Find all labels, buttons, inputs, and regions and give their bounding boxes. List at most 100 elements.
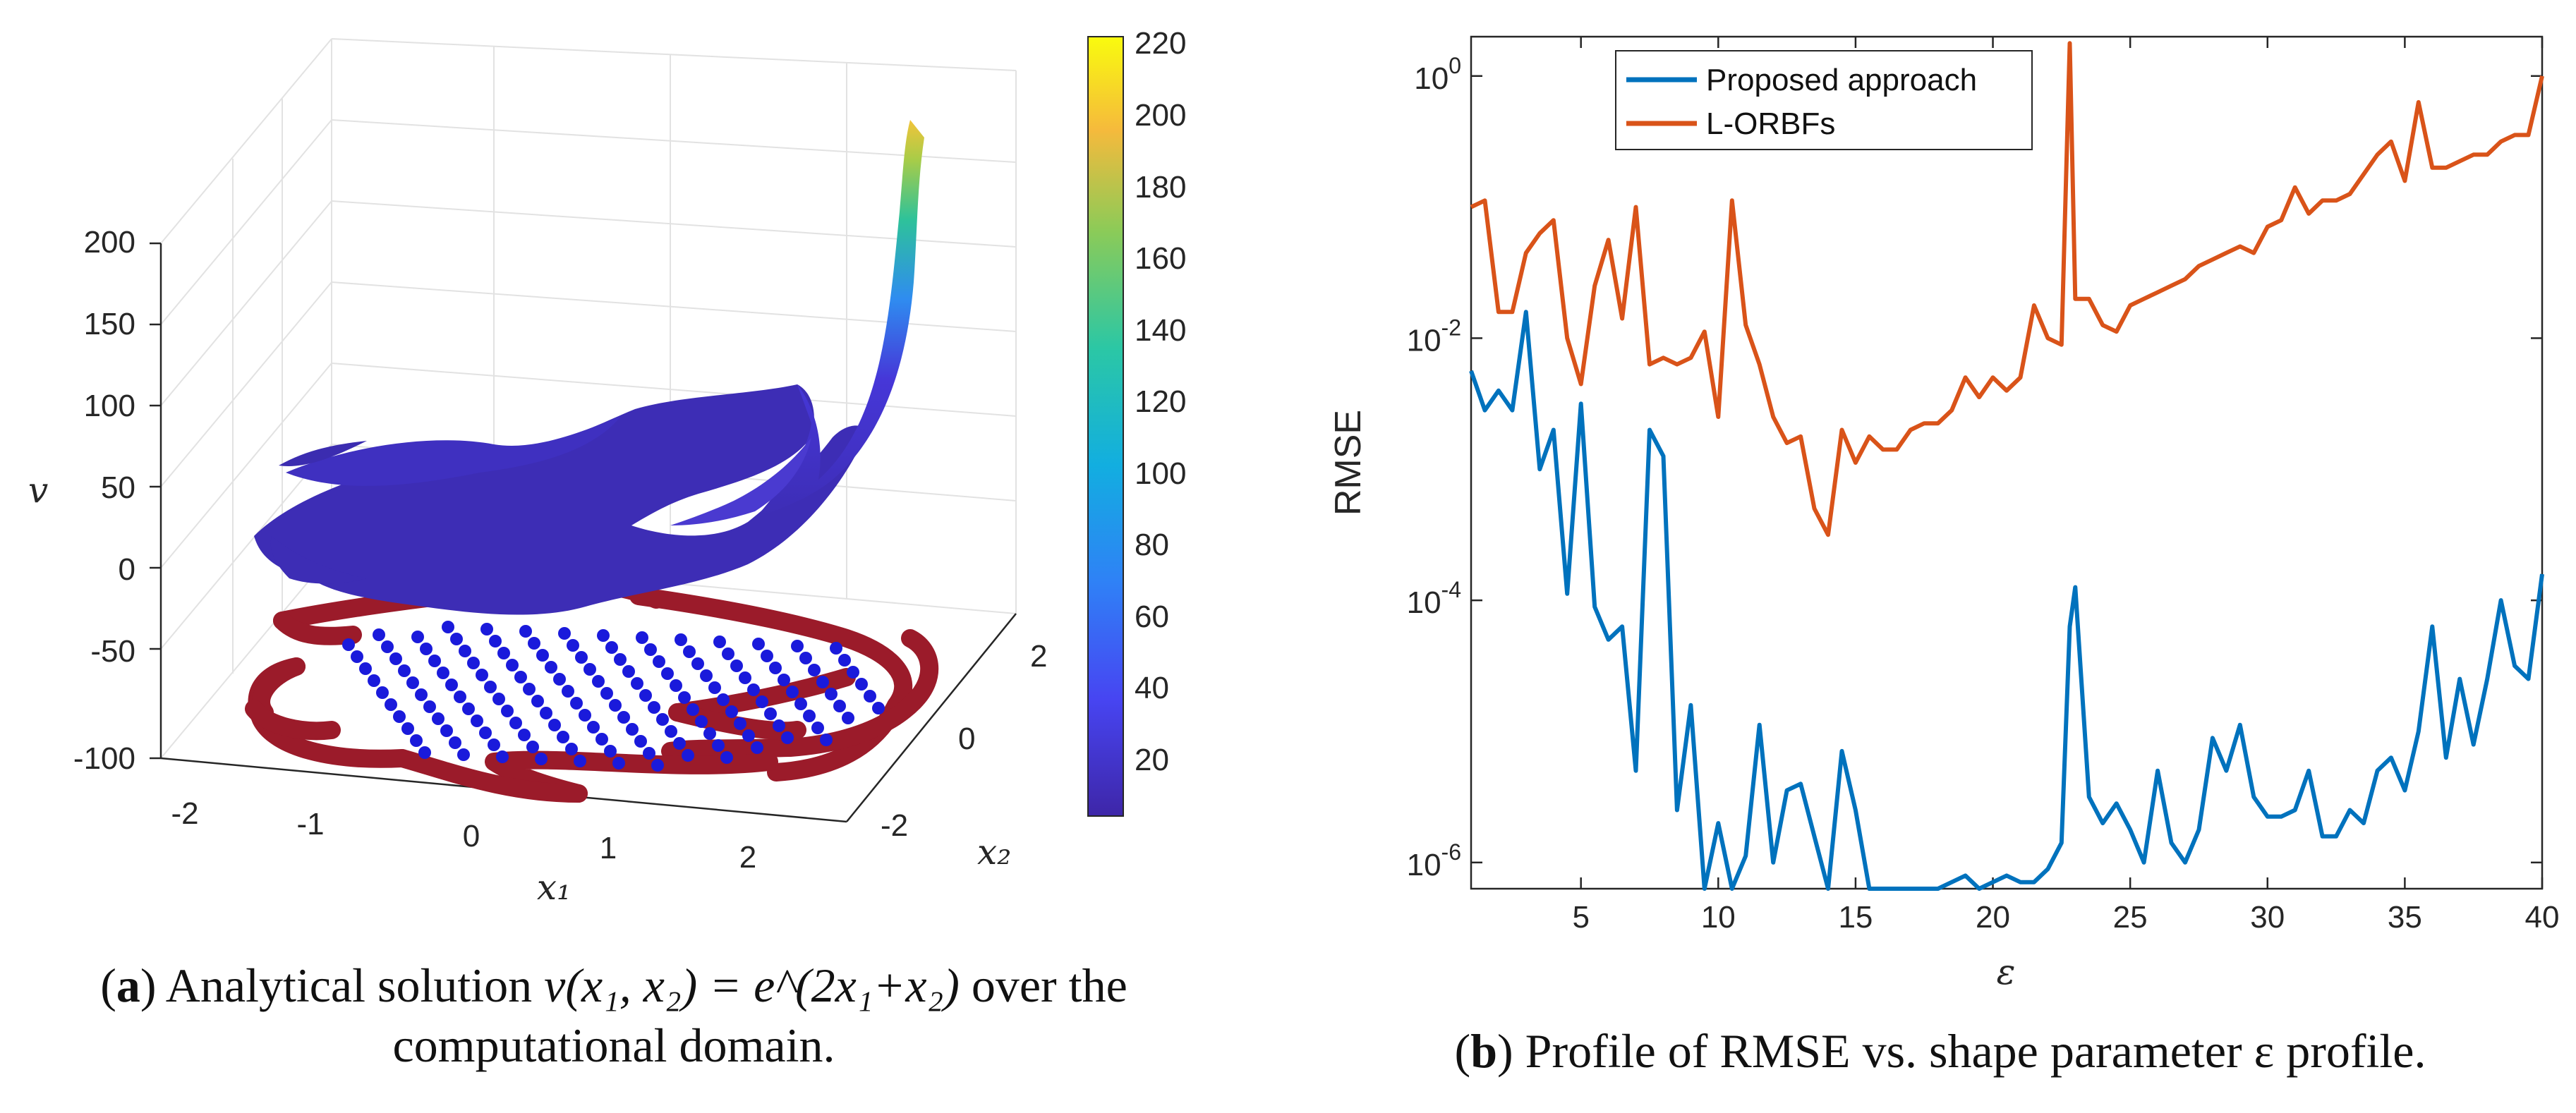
interior-point [747, 683, 760, 696]
interior-point [359, 662, 372, 675]
interior-point [605, 641, 618, 654]
interior-point [497, 647, 510, 659]
interior-point [440, 724, 453, 737]
interior-point [373, 628, 385, 641]
interior-point [830, 642, 842, 655]
x-tick-label: 40 [2525, 900, 2560, 935]
interior-point [450, 633, 463, 645]
y-tick: 10-4 [1407, 577, 2542, 620]
interior-point [488, 738, 500, 751]
caption-a-text-pre: Analytical solution [165, 959, 545, 1012]
x-tick: 35 [2388, 37, 2422, 935]
x-tick: 10 [1701, 37, 1736, 935]
interior-point [376, 686, 389, 699]
legend-box [1615, 50, 2033, 150]
interior-point [617, 711, 630, 724]
interior-point [639, 689, 652, 702]
colorbar-tick: 220 [1135, 26, 1186, 61]
caption-b-text: Profile of RMSE vs. shape parameter ε pr… [1525, 1024, 2426, 1078]
interior-point [678, 691, 691, 704]
colorbar-tick-labels: 220 200 180 160 140 120 100 80 60 40 20 [1135, 26, 1186, 777]
interior-point [428, 655, 441, 667]
interior-point [480, 623, 493, 635]
y-tick-label: 10-4 [1407, 577, 1461, 620]
interior-point [612, 757, 625, 770]
caption-a: (a) Analytical solution v(x₁, x₂) = e^(2… [100, 959, 1127, 1072]
x-tick: 1 [600, 831, 617, 865]
interior-point [665, 725, 677, 738]
colorbar-tick: 60 [1135, 600, 1169, 634]
interior-point [643, 747, 655, 760]
interior-point [484, 681, 497, 693]
interior-point [351, 650, 363, 663]
series-line-proposed-approach [1469, 310, 2544, 891]
interior-point [847, 666, 859, 679]
interior-point [864, 690, 876, 703]
interior-point [423, 700, 436, 713]
interior-point [526, 741, 539, 753]
caption-b-label: b [1470, 1024, 1498, 1078]
interior-point [752, 638, 765, 650]
interior-point [562, 685, 574, 698]
interior-point [734, 717, 746, 730]
interior-point [872, 702, 885, 714]
interior-point [833, 700, 846, 712]
colorbar-tick: 180 [1135, 170, 1186, 205]
interior-point [634, 735, 647, 748]
interior-point [415, 688, 428, 701]
interior-point [385, 698, 397, 711]
interior-point [661, 667, 674, 680]
interior-point [808, 664, 821, 676]
x-axis-label: x₁ [537, 867, 571, 908]
colorbar-tick: 160 [1135, 241, 1186, 276]
x-tick: 0 [463, 819, 480, 853]
y-tick: 2 [1030, 639, 1047, 674]
interior-point [651, 759, 664, 772]
interior-point [536, 649, 549, 662]
interior-point [393, 710, 406, 723]
x-tick: -1 [296, 807, 324, 841]
colorbar: 220 200 180 160 140 120 100 80 60 40 20 [1087, 26, 1186, 817]
interior-point [398, 664, 411, 677]
caption-a-formula: v(x₁, x₂) = e^(2x₁+x₂) [544, 959, 960, 1012]
interior-point [682, 749, 694, 762]
caption-b: (b) Profile of RMSE vs. shape parameter … [1454, 1024, 2426, 1078]
x-tick-label: 20 [1976, 900, 2010, 935]
interior-point [695, 715, 708, 728]
interior-point [496, 750, 509, 763]
interior-point [687, 703, 699, 716]
caption-a-text-post: over the [959, 959, 1127, 1012]
interior-point [648, 701, 660, 714]
interior-point [769, 662, 782, 674]
x-tick: -2 [171, 796, 198, 831]
interior-point [600, 687, 613, 700]
interior-point [567, 639, 579, 652]
z-tick: 0 [119, 552, 135, 587]
interior-point [773, 719, 785, 732]
z-tick: -50 [90, 634, 135, 669]
series-line-l-orbfs [1470, 41, 2544, 537]
colorbar-tick: 140 [1135, 313, 1186, 348]
interior-point [592, 675, 605, 688]
interior-point [794, 698, 807, 710]
interior-point [614, 653, 627, 666]
x-tick: 15 [1838, 37, 1873, 935]
y-tick-label: 10-2 [1407, 315, 1461, 358]
colorbar-tick: 40 [1135, 671, 1169, 705]
y-tick-labels: 2 0 -2 [881, 639, 1047, 843]
interior-point [761, 650, 773, 662]
interior-point [670, 679, 682, 692]
y-tick: -2 [881, 808, 908, 843]
interior-point [739, 671, 751, 684]
interior-point [609, 699, 622, 712]
interior-point [712, 739, 725, 752]
interior-point [720, 751, 733, 764]
interior-point [509, 717, 522, 729]
interior-point [838, 654, 851, 667]
interior-point [467, 657, 480, 669]
interior-point [389, 652, 402, 665]
caption-a-label: a [116, 959, 140, 1012]
x-tick: 40 [2525, 37, 2560, 935]
interior-point [786, 686, 799, 698]
interior-point [518, 729, 531, 741]
